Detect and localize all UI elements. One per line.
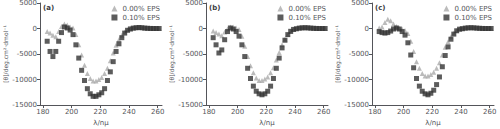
svg-text:180: 180: [36, 108, 49, 116]
svg-text:0.00% EPS: 0.00% EPS: [288, 5, 326, 13]
svg-text:200: 200: [231, 108, 244, 116]
svg-text:λ/nμ: λ/nμ: [93, 119, 109, 127]
svg-text:0: 0: [199, 25, 203, 33]
svg-text:200: 200: [65, 108, 78, 116]
svg-text:0.00% EPS: 0.00% EPS: [122, 5, 160, 13]
svg-text:-10000: -10000: [12, 76, 37, 84]
svg-text:5000: 5000: [19, 0, 37, 7]
svg-text:(b): (b): [209, 4, 220, 12]
svg-text:200: 200: [397, 108, 410, 116]
svg-text:-5000: -5000: [349, 50, 369, 58]
svg-text:λ/nμ: λ/nμ: [259, 119, 275, 127]
svg-text:0: 0: [33, 25, 37, 33]
svg-text:[θ]/deg.cm²·dmol⁻¹: [θ]/deg.cm²·dmol⁻¹: [334, 25, 342, 83]
svg-text:240: 240: [288, 108, 301, 116]
svg-text:220: 220: [260, 108, 273, 116]
svg-text:0.10% EPS: 0.10% EPS: [454, 14, 492, 22]
svg-text:-10000: -10000: [178, 76, 203, 84]
svg-text:240: 240: [454, 108, 467, 116]
svg-text:[θ]/deg.cm²·dmol⁻¹: [θ]/deg.cm²·dmol⁻¹: [168, 25, 176, 83]
svg-text:(a): (a): [43, 4, 54, 12]
svg-text:240: 240: [122, 108, 135, 116]
svg-text:[θ]/deg.cm²·dmol⁻¹: [θ]/deg.cm²·dmol⁻¹: [2, 25, 10, 83]
svg-text:180: 180: [202, 108, 215, 116]
svg-text:260: 260: [317, 108, 330, 116]
svg-text:0.10% EPS: 0.10% EPS: [288, 14, 326, 22]
svg-text:-5000: -5000: [17, 50, 37, 58]
svg-text:220: 220: [94, 108, 107, 116]
svg-text:-15000: -15000: [178, 101, 203, 109]
svg-text:(c): (c): [375, 4, 386, 12]
svg-text:0: 0: [365, 25, 369, 33]
svg-text:260: 260: [151, 108, 164, 116]
svg-text:260: 260: [483, 108, 496, 116]
svg-text:-15000: -15000: [12, 101, 37, 109]
svg-text:5000: 5000: [185, 0, 203, 7]
svg-text:5000: 5000: [351, 0, 369, 7]
svg-text:-5000: -5000: [183, 50, 203, 58]
svg-text:0.00% EPS: 0.00% EPS: [454, 5, 492, 13]
svg-text:-10000: -10000: [344, 76, 369, 84]
svg-text:220: 220: [426, 108, 439, 116]
svg-text:180: 180: [368, 108, 381, 116]
svg-text:λ/nμ: λ/nμ: [425, 119, 441, 127]
svg-text:-15000: -15000: [344, 101, 369, 109]
svg-text:0.10% EPS: 0.10% EPS: [122, 14, 160, 22]
